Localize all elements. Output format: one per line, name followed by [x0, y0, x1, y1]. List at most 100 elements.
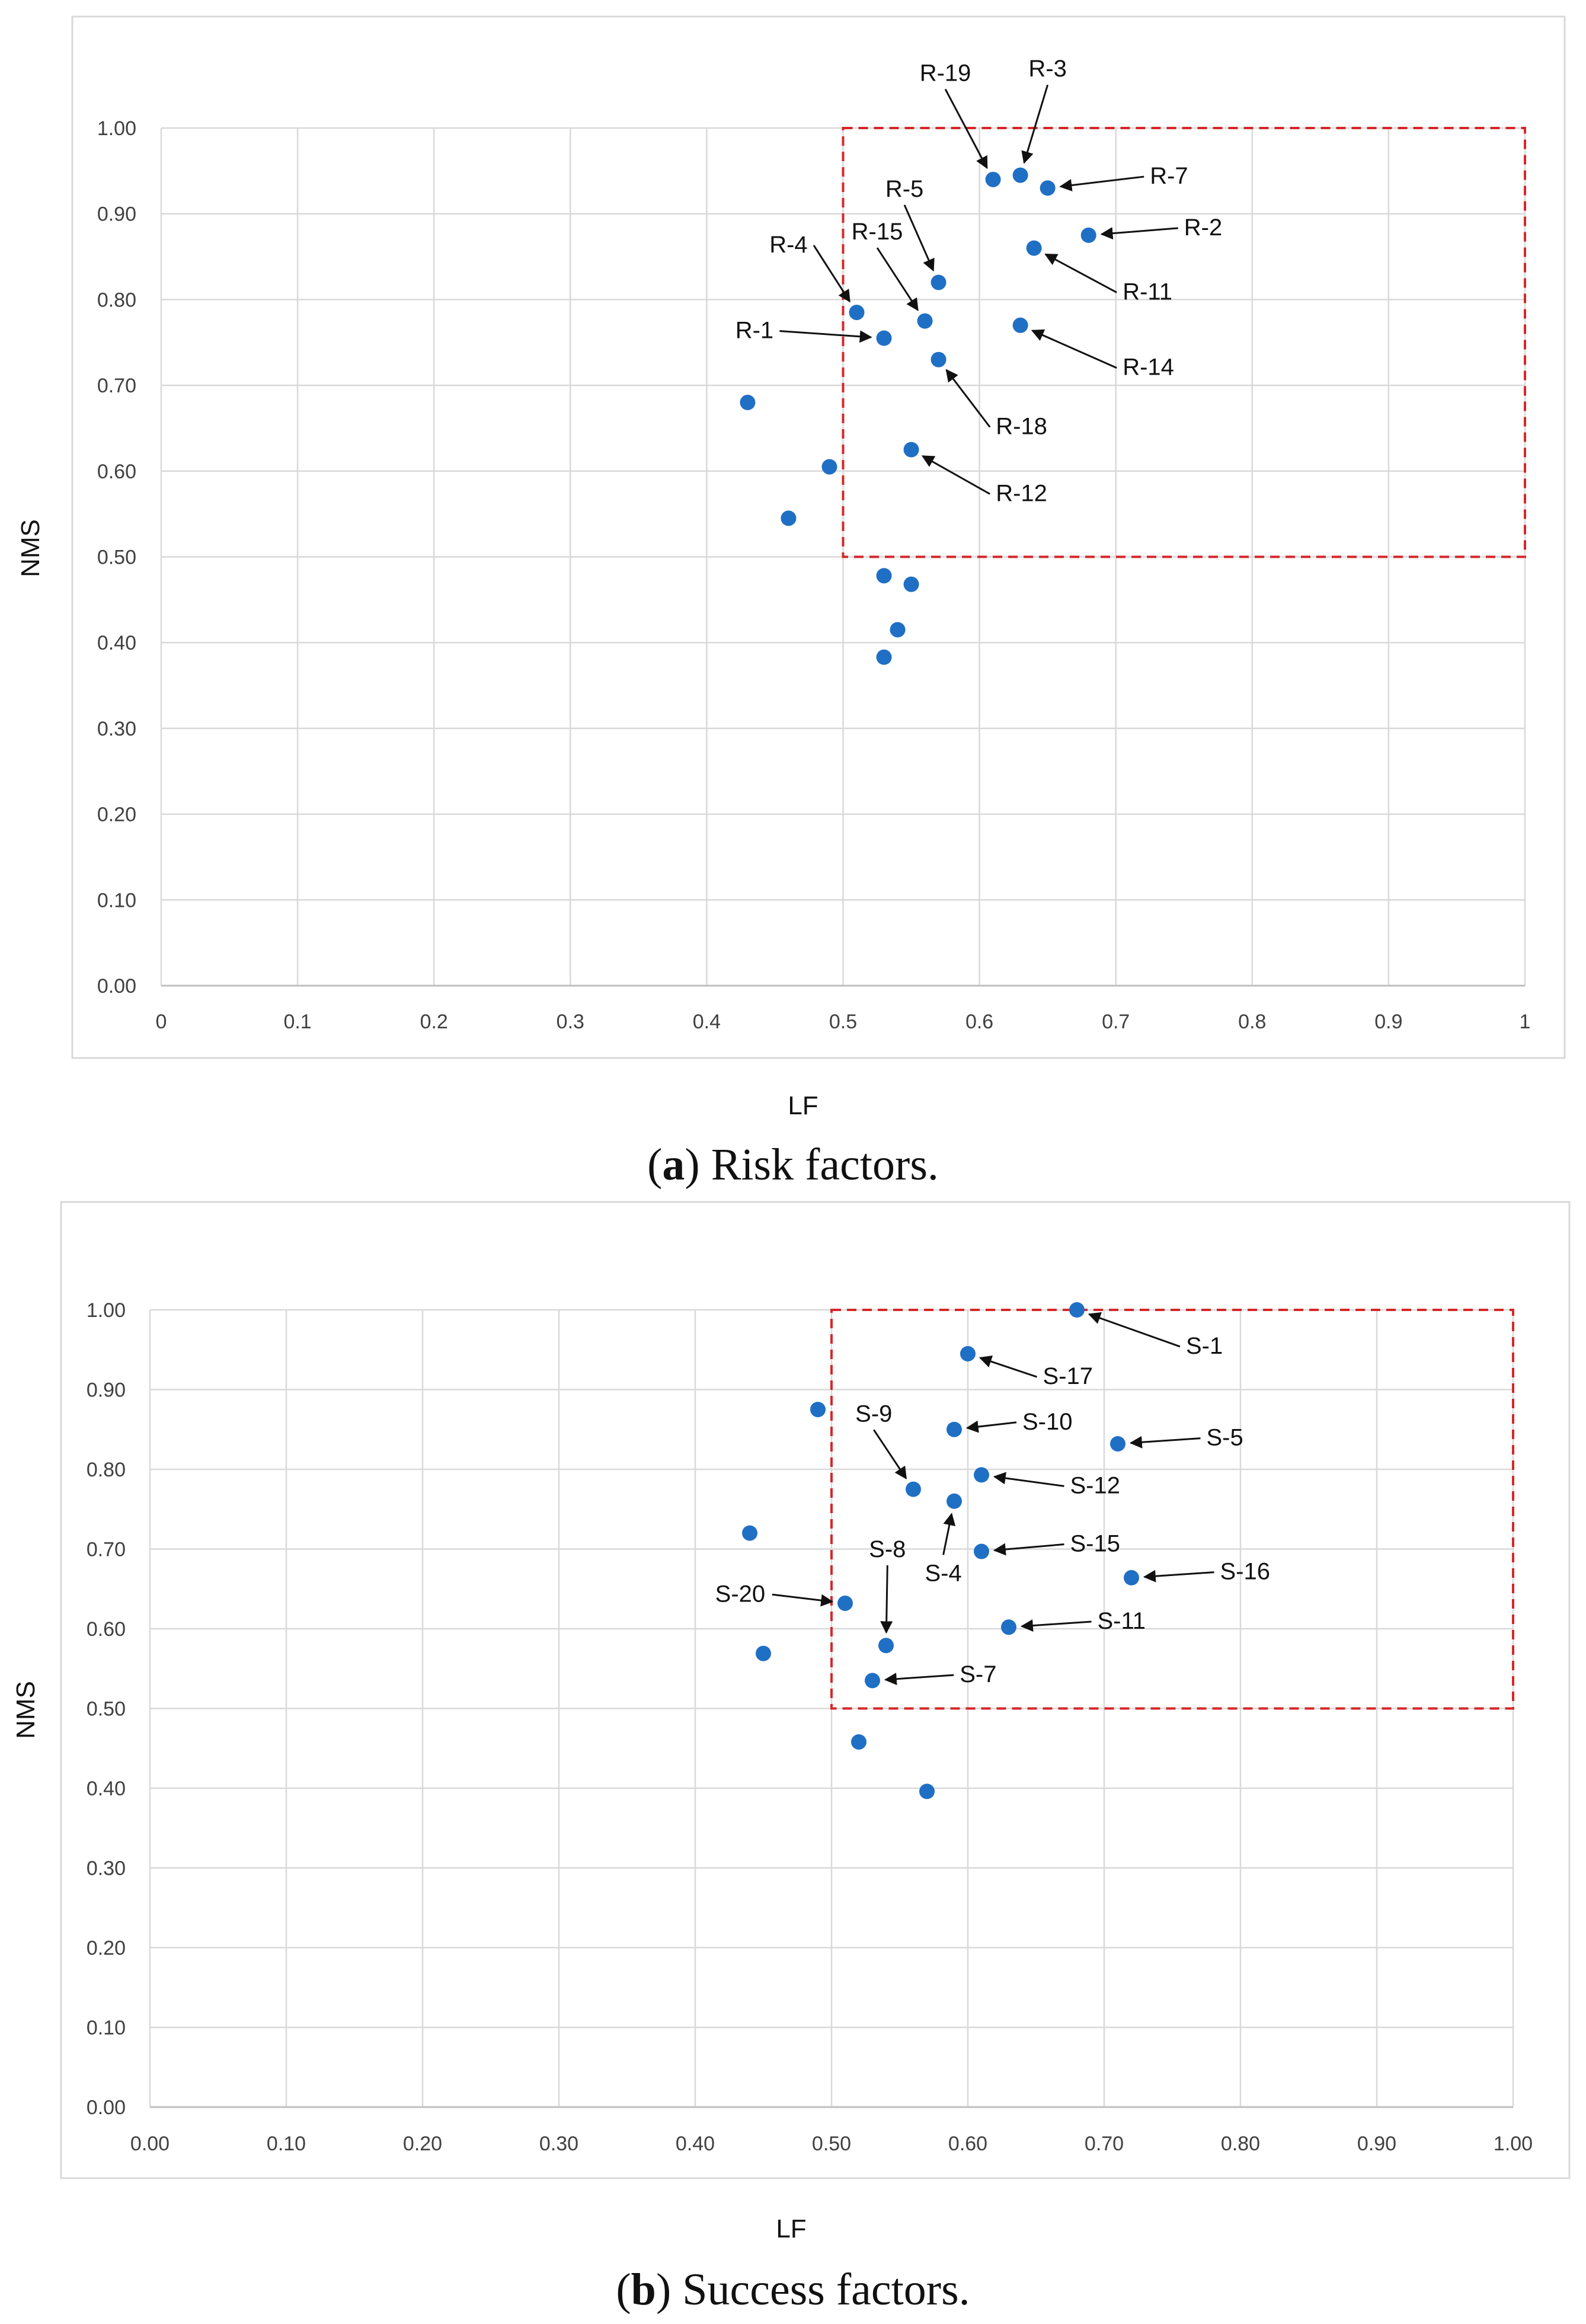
y-tick-label: 0.10: [97, 889, 136, 912]
data-point: [756, 1645, 771, 1661]
caption-text: Success factors.: [671, 2265, 970, 2315]
annotation-arrow: [979, 1356, 1037, 1378]
data-point: [837, 1595, 853, 1611]
x-tick-label: 0: [156, 1011, 167, 1033]
panel-risk-factors: 0 0.1 0.2 0.3 0.4 0.5 0.6 0.7 0.8 0.9 1 0.00 0.10 0.2…: [16, 15, 1566, 1190]
caption-a: (a) Risk factors.: [647, 1140, 939, 1190]
y-tick-label: 0.00: [87, 2096, 126, 2119]
annotation-label: R-14: [1123, 354, 1174, 381]
data-point: [890, 622, 906, 638]
annotation-arrow: [1031, 329, 1117, 369]
x-tick-label: 0.9: [1374, 1011, 1402, 1033]
y-tick-label: 0.20: [87, 1937, 126, 1959]
data-point: [1001, 1619, 1016, 1635]
y-tick-label: 0.60: [97, 461, 136, 483]
x-tick-label: 1: [1520, 1011, 1531, 1033]
x-tick-label: 0.7: [1102, 1011, 1130, 1033]
annotation-label: R-4: [769, 232, 807, 258]
y-tick-label: 1.00: [87, 1299, 126, 1322]
annotation-label: S-20: [715, 1581, 766, 1607]
annotation-arrow: [903, 204, 935, 272]
annotation-arrow: [1088, 1312, 1181, 1348]
annotation-label: S-10: [1022, 1409, 1073, 1435]
annotation-label: R-3: [1028, 56, 1066, 82]
x-axis-title: LF: [788, 1091, 818, 1120]
x-tick-label: 0.60: [948, 2133, 987, 2155]
annotation-label: S-9: [855, 1401, 892, 1427]
annotation-arrow: [993, 1543, 1064, 1556]
x-tick-label: 0.4: [693, 1011, 721, 1033]
chart-area-border: [60, 1201, 1571, 2179]
annotation-arrow: [1143, 1569, 1214, 1583]
data-point: [740, 395, 756, 411]
data-point: [919, 1783, 935, 1799]
annotation-label: S-16: [1220, 1559, 1271, 1585]
caption-text: Risk factors.: [700, 1140, 939, 1190]
x-tick-label: 0.3: [557, 1011, 584, 1033]
annotation-arrow: [1100, 227, 1178, 240]
x-tick-label: 0.40: [676, 2133, 715, 2155]
x-tick-label: 0.00: [130, 2133, 170, 2155]
highlight-region: [842, 127, 1526, 558]
annotation-label: S-1: [1186, 1333, 1223, 1359]
y-tick-label: 0.40: [97, 632, 136, 654]
data-point: [985, 171, 1001, 187]
data-point: [931, 351, 947, 367]
data-point: [878, 1638, 894, 1654]
annotation-label: R-12: [996, 480, 1047, 506]
annotation-label: R-2: [1184, 215, 1222, 241]
annotation-arrow: [1059, 175, 1144, 191]
annotation-label: R-18: [996, 414, 1047, 440]
annotation-label: S-17: [1043, 1363, 1093, 1389]
data-point: [742, 1525, 757, 1541]
data-point: [906, 1481, 921, 1497]
annotation-arrow: [772, 1593, 834, 1607]
y-tick-label: 0.50: [87, 1698, 126, 1721]
y-tick-label: 0.30: [97, 718, 136, 740]
y-tick-label: 0.30: [87, 1858, 126, 1880]
annotation-label: R-7: [1150, 163, 1188, 189]
caption-b: (b) Success factors.: [616, 2265, 970, 2315]
data-point: [947, 1421, 962, 1437]
annotation-label: S-5: [1207, 1425, 1243, 1451]
data-point: [810, 1402, 826, 1418]
data-point: [1110, 1436, 1125, 1452]
annotation-arrow: [779, 330, 872, 343]
x-tick-label: 0.10: [267, 2133, 306, 2155]
annotation-label: S-4: [925, 1560, 961, 1586]
y-axis-title: NMS: [11, 1681, 40, 1739]
data-point: [1012, 167, 1028, 183]
x-tick-label: 0.5: [829, 1011, 857, 1033]
y-tick-label: 0.50: [97, 546, 136, 569]
annotation-arrow: [921, 455, 990, 495]
x-tick-label: 0.2: [420, 1011, 448, 1033]
annotation-arrow: [813, 245, 850, 303]
annotation-arrow: [945, 369, 991, 428]
data-point: [781, 510, 797, 526]
data-point: [931, 274, 947, 290]
x-tick-label: 0.50: [812, 2133, 851, 2155]
data-point: [903, 576, 919, 592]
x-tick-label: 0.80: [1221, 2133, 1260, 2155]
annotation-arrow: [1021, 84, 1049, 164]
data-point: [974, 1543, 989, 1559]
annotation-arrow: [873, 1429, 907, 1480]
annotation-arrow: [880, 1565, 893, 1634]
caption-letter: b: [631, 2265, 656, 2315]
data-point: [1040, 180, 1056, 196]
data-point: [1026, 240, 1042, 256]
data-point: [1012, 317, 1028, 333]
data-point: [821, 459, 837, 475]
annotation-label: S-11: [1098, 1608, 1146, 1634]
x-tick-label: 0.8: [1238, 1011, 1266, 1033]
highlight-region: [830, 1309, 1514, 1710]
annotation-label: S-7: [960, 1661, 996, 1687]
caption-letter: a: [662, 1140, 685, 1190]
annotation-label: S-15: [1070, 1531, 1121, 1557]
y-tick-label: 0.20: [97, 804, 136, 826]
data-point: [876, 568, 892, 584]
y-axis-title: NMS: [16, 519, 45, 577]
data-point: [947, 1493, 962, 1509]
x-tick-label: 0.6: [965, 1011, 993, 1033]
